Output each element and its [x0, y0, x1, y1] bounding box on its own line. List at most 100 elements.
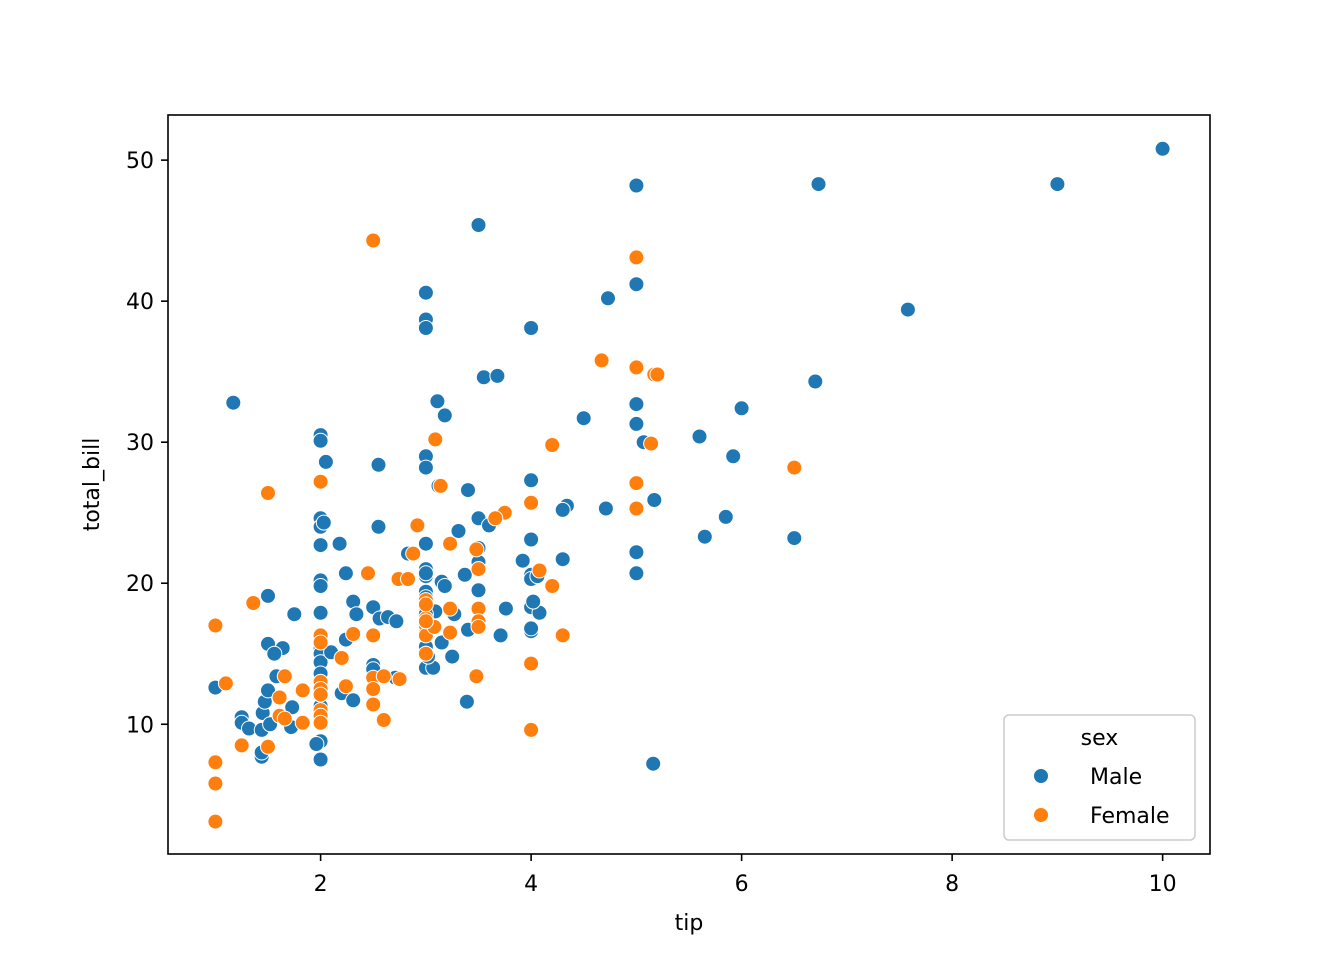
point-male — [417, 535, 434, 552]
point-male — [628, 544, 645, 561]
point-female — [260, 485, 276, 501]
point-female — [427, 431, 444, 448]
point-male — [523, 620, 540, 637]
point-male — [696, 528, 713, 545]
point-female — [786, 459, 803, 476]
x-tick-label: 6 — [735, 872, 749, 897]
legend-label-female: Female — [1090, 804, 1170, 829]
point-male — [470, 582, 487, 599]
point-female — [417, 645, 434, 662]
point-female — [417, 596, 434, 613]
point-female — [628, 475, 645, 492]
point-female — [312, 686, 329, 703]
y-tick-label: 30 — [126, 431, 154, 456]
point-male — [417, 459, 434, 476]
points-layer — [207, 140, 1171, 830]
point-female — [365, 627, 382, 644]
point-male — [337, 565, 354, 582]
point-male — [345, 692, 362, 709]
point-male — [717, 508, 734, 525]
point-female — [365, 681, 382, 697]
point-male — [554, 501, 571, 518]
point-male — [286, 606, 303, 623]
point-female — [523, 721, 540, 738]
x-tick-label: 10 — [1149, 872, 1177, 897]
point-female — [207, 813, 224, 830]
y-tick-label: 20 — [126, 572, 154, 597]
legend-marker-female — [1033, 807, 1049, 823]
point-female — [544, 578, 561, 594]
legend-title: sex — [1081, 726, 1119, 751]
point-female — [409, 517, 426, 534]
point-male — [312, 537, 329, 554]
point-male — [260, 587, 276, 604]
point-female — [628, 249, 645, 266]
point-female — [523, 494, 540, 511]
point-male — [312, 751, 329, 768]
point-male — [417, 565, 434, 582]
point-female — [442, 535, 459, 552]
point-male — [370, 456, 387, 473]
point-male — [312, 578, 329, 594]
point-male — [417, 320, 434, 336]
x-tick-label: 2 — [314, 872, 328, 897]
point-male — [315, 514, 332, 531]
point-male — [514, 552, 531, 569]
x-tick-label: 4 — [524, 872, 538, 897]
point-female — [294, 714, 311, 731]
point-male — [470, 217, 487, 233]
point-female — [470, 618, 487, 635]
y-tick-label: 10 — [126, 713, 154, 738]
point-male — [458, 693, 475, 710]
point-female — [432, 477, 449, 494]
x-tick-label: 8 — [945, 872, 959, 897]
point-female — [207, 617, 224, 634]
point-female — [360, 565, 376, 582]
point-male — [628, 396, 645, 413]
point-male — [417, 284, 434, 301]
point-male — [266, 645, 283, 662]
point-female — [365, 232, 382, 249]
point-male — [497, 600, 514, 617]
point-male — [436, 407, 453, 424]
point-male — [628, 177, 645, 194]
y-tick-label: 40 — [126, 290, 154, 315]
point-female — [468, 541, 485, 558]
point-male — [317, 453, 334, 470]
point-male — [628, 565, 645, 582]
point-male — [786, 530, 803, 547]
point-female — [593, 352, 610, 369]
point-male — [460, 482, 476, 499]
point-female — [375, 712, 392, 728]
point-male — [645, 755, 662, 772]
point-female — [375, 668, 392, 685]
point-female — [276, 668, 293, 685]
point-male — [646, 492, 663, 508]
legend: sex Male Female — [1003, 714, 1196, 841]
point-male — [1154, 140, 1171, 157]
point-female — [628, 500, 645, 517]
point-male — [450, 523, 467, 539]
point-female — [207, 754, 224, 771]
point-female — [271, 689, 288, 706]
point-female — [649, 366, 666, 383]
point-male — [525, 593, 542, 610]
point-male — [899, 301, 916, 318]
point-male — [284, 699, 301, 716]
point-female — [643, 435, 660, 452]
point-male — [523, 472, 540, 489]
point-male — [523, 531, 540, 548]
point-male — [492, 627, 509, 644]
point-male — [331, 535, 348, 552]
point-male — [600, 290, 616, 307]
point-male — [260, 682, 276, 699]
point-female — [365, 696, 382, 713]
point-male — [370, 518, 387, 535]
point-female — [312, 473, 329, 490]
point-female — [470, 561, 487, 578]
point-male — [225, 394, 242, 411]
point-female — [544, 437, 561, 453]
point-female — [245, 595, 262, 611]
point-female — [217, 675, 234, 692]
